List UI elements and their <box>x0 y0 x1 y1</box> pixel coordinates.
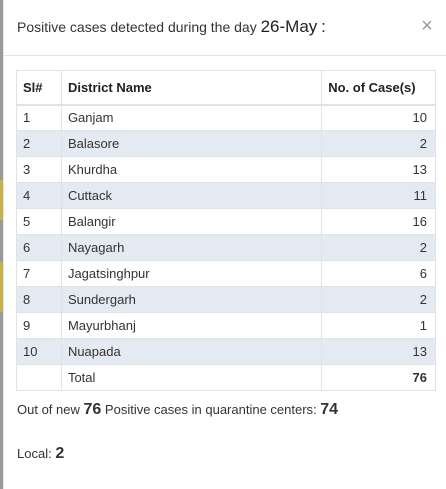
table-row: 4 Cuttack 11 <box>16 182 436 209</box>
sl-cell: 10 <box>16 338 62 365</box>
cases-cell: 16 <box>321 208 436 235</box>
cases-cell: 10 <box>321 104 436 131</box>
table-row: 6 Nayagarh 2 <box>16 234 436 261</box>
summary-middle: Positive cases in quarantine centers: <box>104 402 317 417</box>
table-header-row: Sl# District Name No. of Case(s) <box>16 70 436 106</box>
cases-table: Sl# District Name No. of Case(s) 1 Ganja… <box>16 70 436 391</box>
table-body: 1 Ganjam 10 2 Balasore 2 3 Khurdha 13 4 … <box>16 104 436 391</box>
district-cell: Nuapada <box>60 338 323 365</box>
quarantine-count: 74 <box>320 401 339 418</box>
column-header-district: District Name <box>60 70 323 106</box>
page-backdrop <box>0 0 3 489</box>
district-cell: Cuttack <box>60 182 323 209</box>
district-cell: Khurdha <box>60 156 323 183</box>
close-icon[interactable]: × <box>421 15 433 37</box>
cases-cell: 13 <box>321 338 436 365</box>
district-cell: Balasore <box>60 130 323 157</box>
local-count: 2 <box>55 445 65 462</box>
modal-title: Positive cases detected during the day 2… <box>17 17 326 37</box>
modal-body: Sl# District Name No. of Case(s) 1 Ganja… <box>16 70 436 391</box>
title-suffix: : <box>321 17 326 36</box>
total-row: Total 76 <box>16 364 436 391</box>
local-label: Local: <box>17 446 52 461</box>
cases-cell: 2 <box>321 234 436 261</box>
total-empty-cell <box>16 364 62 391</box>
summary-prefix: Out of new <box>17 402 80 417</box>
district-cell: Sundergarh <box>60 286 323 313</box>
district-cell: Balangir <box>60 208 323 235</box>
column-header-sl: Sl# <box>16 70 62 106</box>
total-label: Total <box>60 364 323 391</box>
district-cell: Mayurbhanj <box>60 312 323 339</box>
cases-modal: Positive cases detected during the day 2… <box>3 0 446 489</box>
cases-cell: 6 <box>321 260 436 287</box>
sl-cell: 8 <box>16 286 62 313</box>
district-cell: Nayagarh <box>60 234 323 261</box>
sl-cell: 1 <box>16 104 62 131</box>
cases-cell: 13 <box>321 156 436 183</box>
district-cell: Jagatsinghpur <box>60 260 323 287</box>
table-row: 2 Balasore 2 <box>16 130 436 157</box>
table-row: 3 Khurdha 13 <box>16 156 436 183</box>
cases-cell: 2 <box>321 286 436 313</box>
title-date: 26-May <box>260 17 318 36</box>
table-row: 7 Jagatsinghpur 6 <box>16 260 436 287</box>
new-cases-count: 76 <box>83 401 102 418</box>
sl-cell: 4 <box>16 182 62 209</box>
title-prefix: Positive cases detected during the day <box>17 19 257 35</box>
total-value: 76 <box>321 364 436 391</box>
sl-cell: 6 <box>16 234 62 261</box>
modal-header: Positive cases detected during the day 2… <box>4 0 446 56</box>
local-summary: Local: 2 <box>17 445 64 463</box>
sl-cell: 3 <box>16 156 62 183</box>
cases-cell: 2 <box>321 130 436 157</box>
sl-cell: 2 <box>16 130 62 157</box>
sl-cell: 9 <box>16 312 62 339</box>
column-header-cases: No. of Case(s) <box>321 70 436 106</box>
table-row: 9 Mayurbhanj 1 <box>16 312 436 339</box>
quarantine-summary: Out of new 76 Positive cases in quaranti… <box>17 401 338 419</box>
table-row: 8 Sundergarh 2 <box>16 286 436 313</box>
table-row: 5 Balangir 16 <box>16 208 436 235</box>
table-row: 1 Ganjam 10 <box>16 104 436 131</box>
cases-cell: 11 <box>321 182 436 209</box>
sl-cell: 5 <box>16 208 62 235</box>
district-cell: Ganjam <box>60 104 323 131</box>
backdrop-accent <box>0 180 3 220</box>
backdrop-accent <box>0 262 3 312</box>
cases-cell: 1 <box>321 312 436 339</box>
sl-cell: 7 <box>16 260 62 287</box>
table-row: 10 Nuapada 13 <box>16 338 436 365</box>
